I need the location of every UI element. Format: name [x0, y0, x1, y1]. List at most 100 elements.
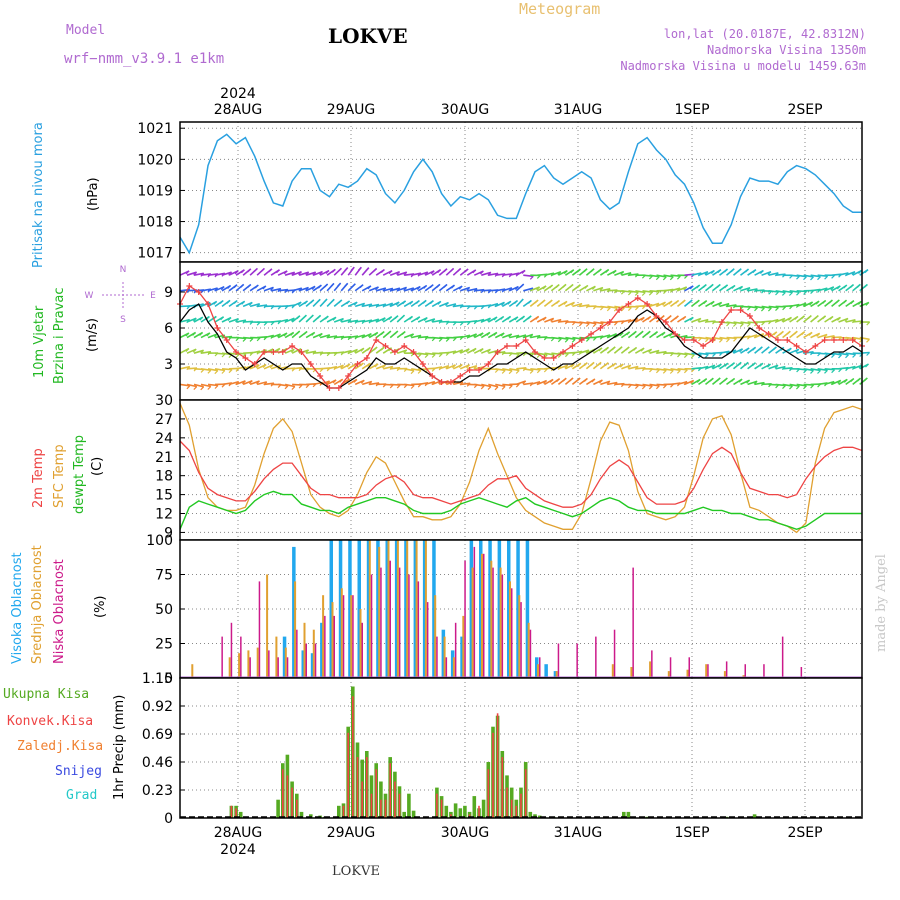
- temp-unit: (C): [90, 457, 105, 476]
- wind-barb-flag: [417, 369, 422, 374]
- wind-barb-flag: [709, 377, 714, 382]
- wind-barb: [642, 348, 652, 354]
- wind-barb-flag: [835, 299, 840, 304]
- wind-barb-flag: [521, 315, 525, 320]
- wind-barb-flag: [732, 323, 737, 327]
- wind-barb-flag: [242, 337, 247, 342]
- wind-barb-flag: [410, 370, 415, 375]
- wind-barb: [684, 379, 695, 386]
- compass-s: S: [120, 315, 126, 325]
- wind-barb-flag: [824, 353, 829, 358]
- wind-barb-flag: [309, 314, 314, 319]
- wind-barb-flag: [296, 315, 301, 320]
- wind-barb: [796, 383, 807, 387]
- wind-barb: [432, 319, 443, 323]
- year-top: 2024: [220, 86, 256, 102]
- cloud-bar-mid: [611, 664, 614, 678]
- wind-barb: [740, 321, 751, 325]
- wind-barb: [264, 382, 275, 386]
- wind-barb-flag: [493, 316, 498, 321]
- wind-barb: [193, 349, 204, 354]
- cloud-bar-high: [422, 540, 427, 678]
- cloud-bar-low: [417, 581, 420, 678]
- wind-barb-flag: [430, 270, 435, 275]
- wind-barb-flag: [745, 347, 750, 352]
- cloud-bar-mid: [340, 588, 343, 678]
- wind-barb: [628, 273, 639, 276]
- wind-barb-flag: [563, 270, 568, 275]
- wind-barb: [368, 318, 380, 323]
- wind-barb-flag: [717, 269, 722, 274]
- cloud-bar-low: [464, 560, 466, 678]
- wind-barb: [642, 383, 653, 387]
- wind-barb-flag: [316, 298, 321, 303]
- wind-barb-flag: [857, 377, 861, 382]
- wind-gust-point: [410, 349, 417, 355]
- wind-barb-flag: [718, 302, 723, 306]
- year-bottom: 2024: [220, 842, 256, 858]
- wind-barb: [544, 272, 555, 276]
- wind-barb-flag: [431, 353, 436, 358]
- wind-barb: [649, 274, 660, 278]
- cloud-bar-low: [268, 650, 270, 678]
- wind-barb: [649, 349, 660, 354]
- wind-barb: [369, 382, 380, 386]
- wind-barb-flag: [515, 383, 520, 388]
- cloud-bar-mid: [312, 629, 315, 678]
- precip-conv-bar: [496, 713, 499, 818]
- wind-barb-flag: [794, 316, 799, 320]
- wind-barb-flag: [831, 369, 836, 374]
- wind-barb-flag: [290, 332, 295, 336]
- wind-gust-point: [672, 331, 679, 337]
- wind-barb-flag: [192, 348, 197, 353]
- wind-barb-flag: [200, 386, 205, 391]
- cloud-bar-low: [296, 629, 298, 678]
- cloud-bar-mid: [191, 664, 194, 678]
- cloud-bar-low: [305, 643, 307, 678]
- wind-barb-flag: [450, 267, 455, 272]
- model-name: wrf−nmm_v3.9.1 e1km: [64, 51, 224, 67]
- wind-barb-flag: [262, 364, 267, 369]
- wind-barb-flag: [864, 269, 869, 274]
- wind-barb-flag: [536, 369, 541, 374]
- wind-barb-flag: [360, 347, 365, 352]
- wind-barb-flag: [185, 348, 190, 353]
- wind-barb-flag: [296, 330, 301, 335]
- wind-barb: [284, 383, 296, 388]
- wind-barb: [207, 368, 218, 372]
- precip-conv-bar: [286, 775, 289, 818]
- wind-barb-flag: [723, 377, 728, 382]
- wind-barb-flag: [298, 271, 302, 276]
- wind-barb-flag: [479, 270, 484, 275]
- wind-barb-flag: [774, 364, 779, 369]
- wind-barb: [424, 380, 436, 386]
- cloud-bar-low: [380, 567, 382, 678]
- wind-barb-flag: [233, 300, 238, 305]
- wind-barb-flag: [752, 269, 757, 274]
- cloud-bar-mid: [247, 650, 250, 678]
- wind-barb-flag: [817, 370, 821, 374]
- wind-barb: [775, 290, 786, 294]
- wind-gust-point: [522, 337, 529, 343]
- wind-gust-point: [560, 349, 567, 355]
- wind-barb: [810, 368, 821, 372]
- precip-ytick-label-5: 1.15: [142, 671, 173, 687]
- wind-barb-flag: [731, 378, 736, 382]
- temp-ytick-label-0: 9: [164, 525, 173, 541]
- cloud-bar-low: [520, 602, 522, 678]
- wind-barb-flag: [214, 385, 219, 389]
- wind-gust-point: [447, 379, 454, 385]
- t2m-line: [179, 440, 863, 508]
- legend-convective-rain: Konvek.Kisa: [7, 714, 93, 729]
- wind-barb-flag: [249, 337, 254, 342]
- wind-barb: [761, 270, 772, 276]
- wind-barb: [691, 272, 702, 276]
- wind-gust-point: [494, 349, 501, 355]
- wind-barb-flag: [479, 332, 484, 337]
- wind-barb: [396, 286, 407, 292]
- wind-barb-flag: [704, 338, 709, 343]
- wind-barb-flag: [374, 363, 379, 368]
- wind-gust-point: [214, 325, 221, 331]
- wind-barb: [494, 301, 505, 308]
